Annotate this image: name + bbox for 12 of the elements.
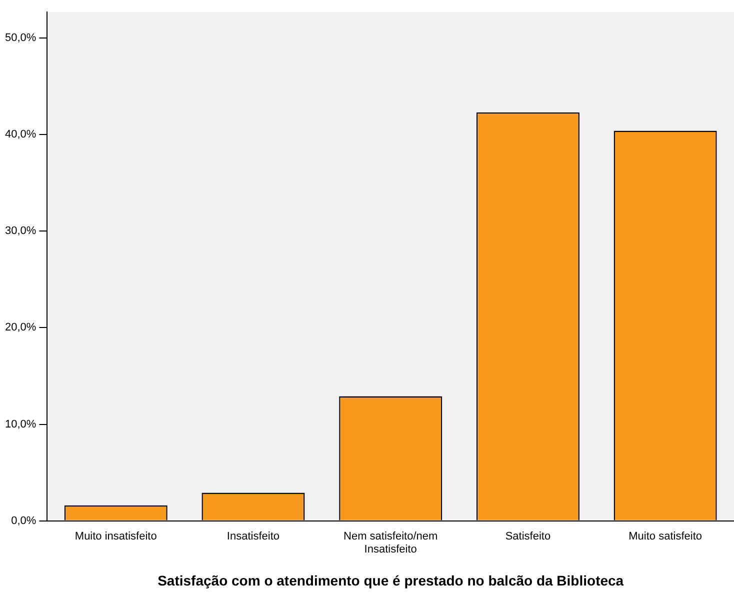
x-tick-label: Nem satisfeito/nem Insatisfeito <box>344 530 438 556</box>
y-tick-label: 0,0% <box>11 514 36 527</box>
x-tick-label: Satisfeito <box>505 530 551 542</box>
y-tick-label: 30,0% <box>4 225 36 238</box>
y-tick-label: 10,0% <box>4 418 36 430</box>
y-tick-label: 20,0% <box>4 322 36 334</box>
x-tick-label: Muito insatisfeito <box>74 530 157 542</box>
x-tick-label: Muito satisfeito <box>628 530 702 542</box>
x-tick-label: Insatisfeito <box>226 530 280 542</box>
y-tick-label: 50,0% <box>4 32 36 44</box>
x-axis-title: Satisfação com o atendimento que é prestado no balcão da Biblioteca <box>158 572 624 588</box>
y-tick-label: 40,0% <box>4 128 36 141</box>
